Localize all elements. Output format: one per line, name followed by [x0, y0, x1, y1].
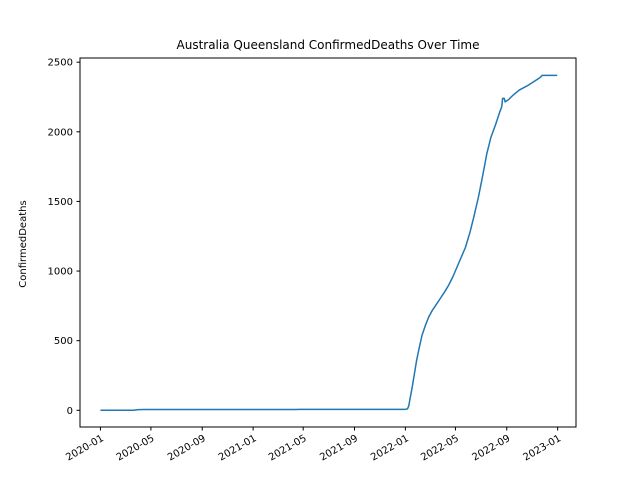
- x-tick-label: 2022-05: [419, 433, 461, 463]
- series-line: [100, 74, 558, 412]
- x-tick-label: 2021-01: [217, 433, 259, 463]
- x-tick-label: 2022-01: [369, 433, 411, 463]
- x-axis-ticks: 2020-01 2020-05 2020-09 2021-01 2021-05 2021-…: [64, 427, 563, 463]
- y-tick-label: 1500: [48, 197, 73, 208]
- x-tick-label: 2020-05: [115, 433, 157, 463]
- x-tick-label: 2022-09: [471, 433, 513, 463]
- x-tick-label: 2023-01: [521, 433, 563, 463]
- x-tick-label: 2020-01: [64, 433, 106, 463]
- chart-title: Australia Queensland ConfirmedDeaths Ove…: [177, 38, 480, 52]
- y-axis-label: ConfirmedDeaths: [18, 200, 29, 287]
- y-tick-label: 1000: [48, 267, 73, 278]
- x-tick-label: 2020-09: [166, 433, 208, 463]
- y-axis-ticks: 0 500 1000 1500 2000 2500: [48, 58, 80, 417]
- y-tick-label: 0: [67, 406, 73, 417]
- plot-area-frame: [79, 57, 577, 428]
- y-tick-label: 2500: [48, 58, 73, 69]
- series-group: [100, 74, 558, 412]
- x-tick-label: 2021-09: [318, 433, 360, 463]
- y-tick-label: 500: [54, 336, 73, 347]
- y-tick-label: 2000: [48, 127, 73, 138]
- x-tick-label: 2021-05: [267, 433, 309, 463]
